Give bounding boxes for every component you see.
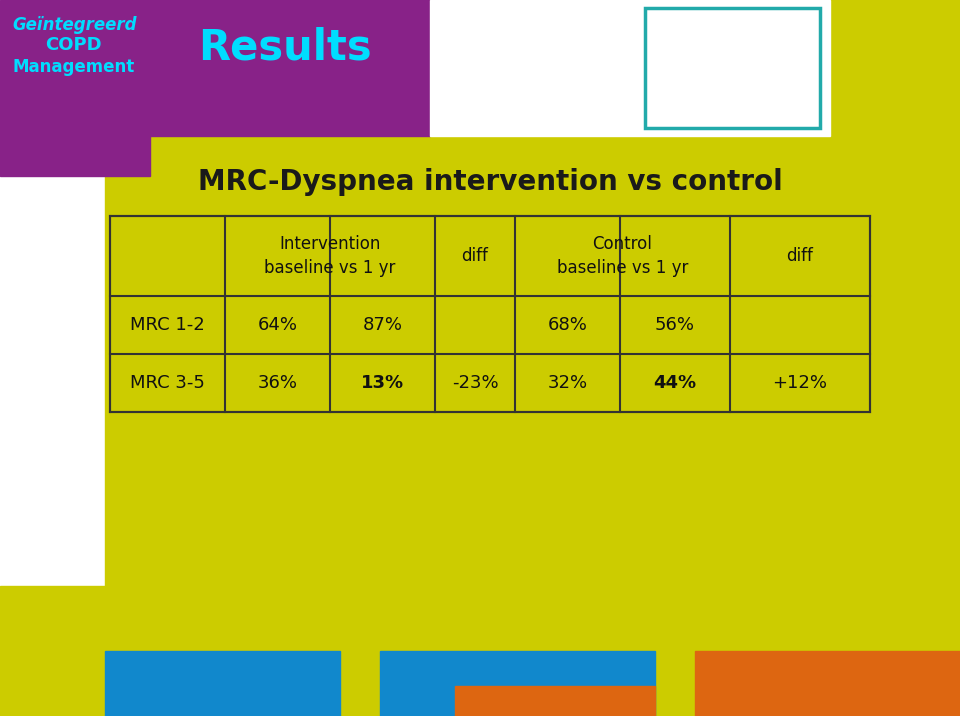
Text: MRC 1-2: MRC 1-2 bbox=[131, 316, 204, 334]
Text: Control
baseline vs 1 yr: Control baseline vs 1 yr bbox=[557, 235, 688, 277]
Text: Management: Management bbox=[12, 58, 134, 76]
Bar bbox=[150, 86, 650, 176]
Text: 56%: 56% bbox=[655, 316, 695, 334]
Text: Geïntegreerd: Geïntegreerd bbox=[12, 16, 136, 34]
Text: 13%: 13% bbox=[361, 374, 404, 392]
Text: 68%: 68% bbox=[547, 316, 588, 334]
Text: diff: diff bbox=[786, 247, 813, 265]
Text: 32%: 32% bbox=[547, 374, 588, 392]
Bar bbox=[0, 136, 150, 176]
Bar bbox=[0, 586, 105, 716]
Text: MRC 3-5: MRC 3-5 bbox=[130, 374, 204, 392]
Text: COPD: COPD bbox=[45, 36, 102, 54]
Text: -23%: -23% bbox=[452, 374, 498, 392]
Bar bbox=[105, 136, 960, 716]
Bar bbox=[695, 651, 960, 716]
Text: diff: diff bbox=[462, 247, 489, 265]
Text: 87%: 87% bbox=[363, 316, 402, 334]
Text: 36%: 36% bbox=[257, 374, 298, 392]
Bar bbox=[0, 0, 430, 136]
Bar bbox=[645, 8, 820, 128]
Bar bbox=[380, 651, 655, 716]
Text: MRC-Dyspnea intervention vs control: MRC-Dyspnea intervention vs control bbox=[198, 168, 782, 196]
Bar bbox=[830, 0, 960, 176]
Text: +12%: +12% bbox=[773, 374, 828, 392]
Text: Intervention
baseline vs 1 yr: Intervention baseline vs 1 yr bbox=[264, 235, 396, 277]
Text: 64%: 64% bbox=[257, 316, 298, 334]
Bar bbox=[110, 216, 870, 412]
Bar bbox=[430, 0, 830, 136]
Bar bbox=[455, 686, 655, 716]
Text: 44%: 44% bbox=[654, 374, 697, 392]
Text: Results: Results bbox=[198, 26, 372, 68]
Bar bbox=[105, 651, 340, 716]
